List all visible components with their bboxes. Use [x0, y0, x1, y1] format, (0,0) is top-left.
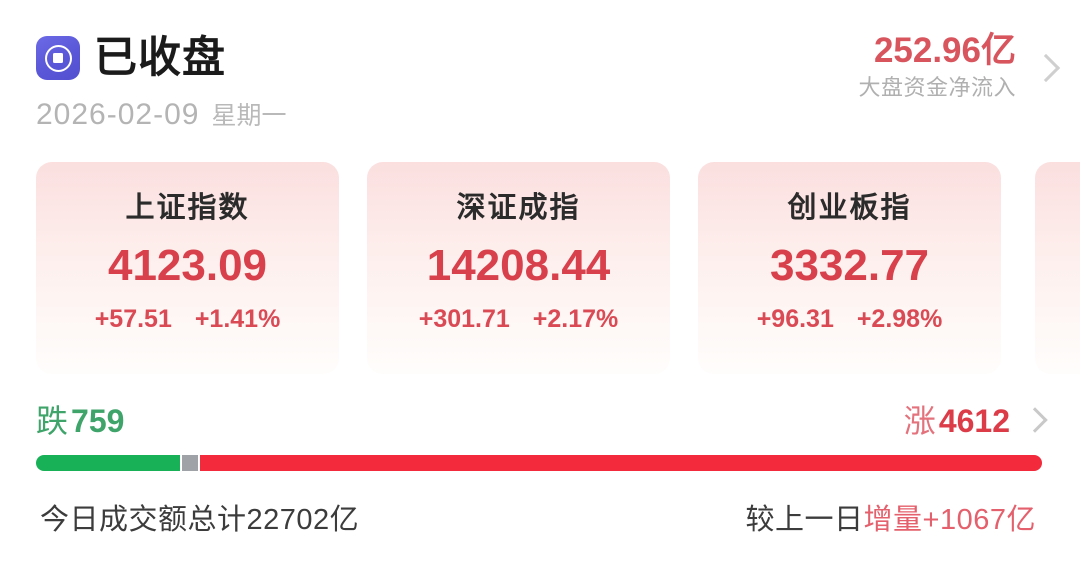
- index-card-shenzhen[interactable]: 深证成指 14208.44 +301.71 +2.17%: [367, 162, 670, 374]
- index-card-shanghai[interactable]: 上证指数 4123.09 +57.51 +1.41%: [36, 162, 339, 374]
- advance-decline-bar: [36, 455, 1042, 471]
- index-card-carousel[interactable]: 上证指数 4123.09 +57.51 +1.41% 深证成指 14208.44…: [0, 162, 1080, 374]
- index-change-absolute: +301.71: [418, 305, 510, 333]
- index-name: 深证成指: [456, 192, 581, 224]
- decliners-group: 跌759: [36, 405, 124, 437]
- advancers-count: 4612: [938, 403, 1010, 439]
- index-value: 14208.44: [426, 241, 611, 290]
- net-flow-group[interactable]: 252.96亿 大盘资金净流入: [858, 32, 1016, 99]
- total-turnover-text: 今日成交额总计22702亿: [40, 504, 360, 536]
- index-value: 4123.09: [107, 241, 268, 290]
- index-change-percent: +2.17%: [532, 305, 619, 333]
- date-label: 2026-02-09: [36, 98, 200, 131]
- market-status-row: 已收盘: [36, 30, 286, 86]
- index-card-next-partial[interactable]: [1035, 162, 1080, 374]
- index-change-percent: +1.41%: [194, 305, 281, 333]
- stop-circle-icon: [36, 36, 80, 80]
- decliners-label: 跌: [36, 403, 69, 439]
- index-change-group: +57.51 +1.41%: [36, 307, 339, 332]
- bar-segment-unchanged: [182, 455, 198, 471]
- index-change-group: +301.71 +2.17%: [367, 307, 670, 332]
- date-row: 2026-02-09 星期一: [36, 100, 286, 130]
- logo-square: [53, 53, 63, 63]
- index-change-percent: +2.98%: [856, 305, 943, 333]
- bar-segment-advancers: [200, 455, 1042, 471]
- index-name: 上证指数: [125, 192, 250, 224]
- advance-decline-section[interactable]: 跌759 涨4612: [0, 400, 1080, 480]
- turnover-compare-value: +1067亿: [922, 504, 1036, 536]
- index-value: 3332.77: [769, 241, 930, 290]
- net-flow-label: 大盘资金净流入: [858, 75, 1016, 101]
- index-change-group: [1035, 194, 1080, 219]
- market-summary-header: 已收盘 2026-02-09 星期一 252.96亿 大盘资金净流入: [0, 0, 1080, 152]
- market-status-label: 已收盘: [94, 33, 226, 82]
- advancers-label: 涨: [903, 403, 936, 439]
- decliners-count: 759: [71, 403, 125, 439]
- turnover-compare-prefix: 较上一日: [745, 504, 864, 536]
- index-change-absolute: +96.31: [756, 305, 834, 333]
- breadth-label-row: 跌759 涨4612: [36, 400, 1048, 442]
- index-card-chinext[interactable]: 创业板指 3332.77 +96.31 +2.98%: [698, 162, 1001, 374]
- advancers-group[interactable]: 涨4612: [903, 403, 1048, 439]
- logo-ring: [44, 44, 72, 72]
- net-flow-value: 252.96亿: [873, 31, 1016, 70]
- bar-segment-decliners: [36, 455, 180, 471]
- index-name: 创业板指: [787, 192, 912, 224]
- weekday-label: 星期一: [211, 102, 287, 130]
- chevron-right-icon[interactable]: [1031, 53, 1061, 83]
- index-change-group: +96.31 +2.98%: [698, 307, 1001, 332]
- turnover-compare-highlight: 增量: [863, 504, 923, 536]
- header-left-group: 已收盘 2026-02-09 星期一: [36, 30, 286, 130]
- index-change-absolute: +57.51: [94, 305, 172, 333]
- turnover-summary-row: 今日成交额总计22702亿 较上一日增量+1067亿: [0, 498, 1080, 558]
- turnover-change-group: 较上一日增量+1067亿: [746, 502, 1036, 540]
- chevron-right-icon[interactable]: [1022, 407, 1048, 433]
